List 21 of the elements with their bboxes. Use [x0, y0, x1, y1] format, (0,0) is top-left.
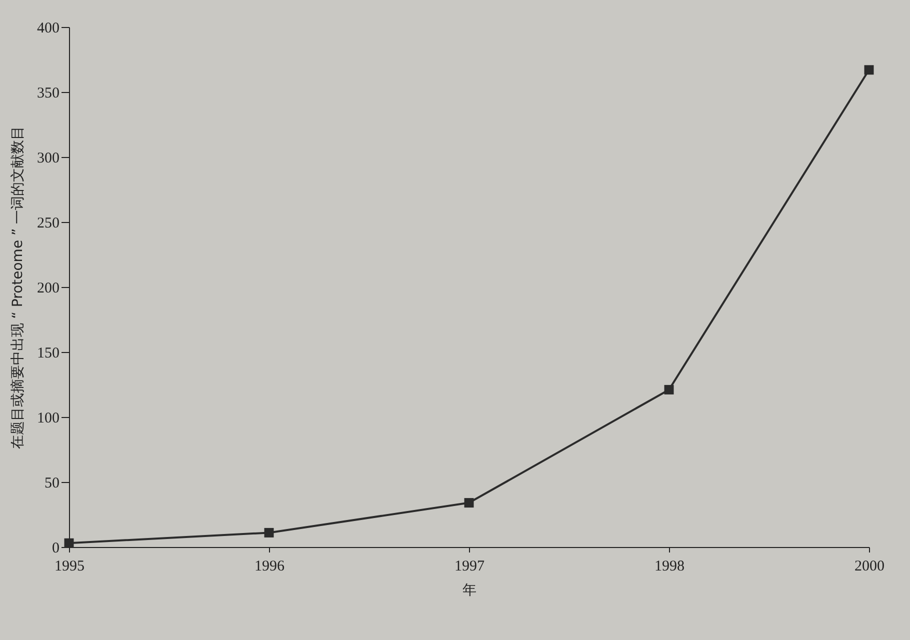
point: [464, 498, 474, 508]
y-tick-label: 300: [37, 150, 60, 166]
x-tick-label: 1996: [254, 558, 285, 574]
y-tick-label: 150: [37, 346, 60, 362]
x-tick-label: 2000: [854, 558, 884, 574]
y-tick-label: 400: [37, 20, 60, 36]
y-tick-label: 50: [44, 476, 60, 492]
point: [64, 538, 74, 548]
x-tick-label: 1997: [454, 558, 485, 574]
point: [864, 65, 874, 75]
point: [664, 384, 674, 394]
y-tick-label: 200: [37, 280, 60, 296]
y-tick-label: 350: [37, 86, 60, 102]
point: [264, 528, 274, 538]
x-tick-label: 1995: [54, 558, 84, 574]
y-tick-label: 0: [52, 540, 60, 556]
x-axis-title: 年: [462, 582, 476, 598]
y-tick-label: 100: [37, 410, 60, 426]
x-tick-label: 1998: [654, 558, 684, 574]
y-tick-label: 250: [37, 216, 60, 232]
y-axis-title: 在题目或摘要中出现 “ Proteome ” 一词的文献数目: [10, 126, 26, 450]
